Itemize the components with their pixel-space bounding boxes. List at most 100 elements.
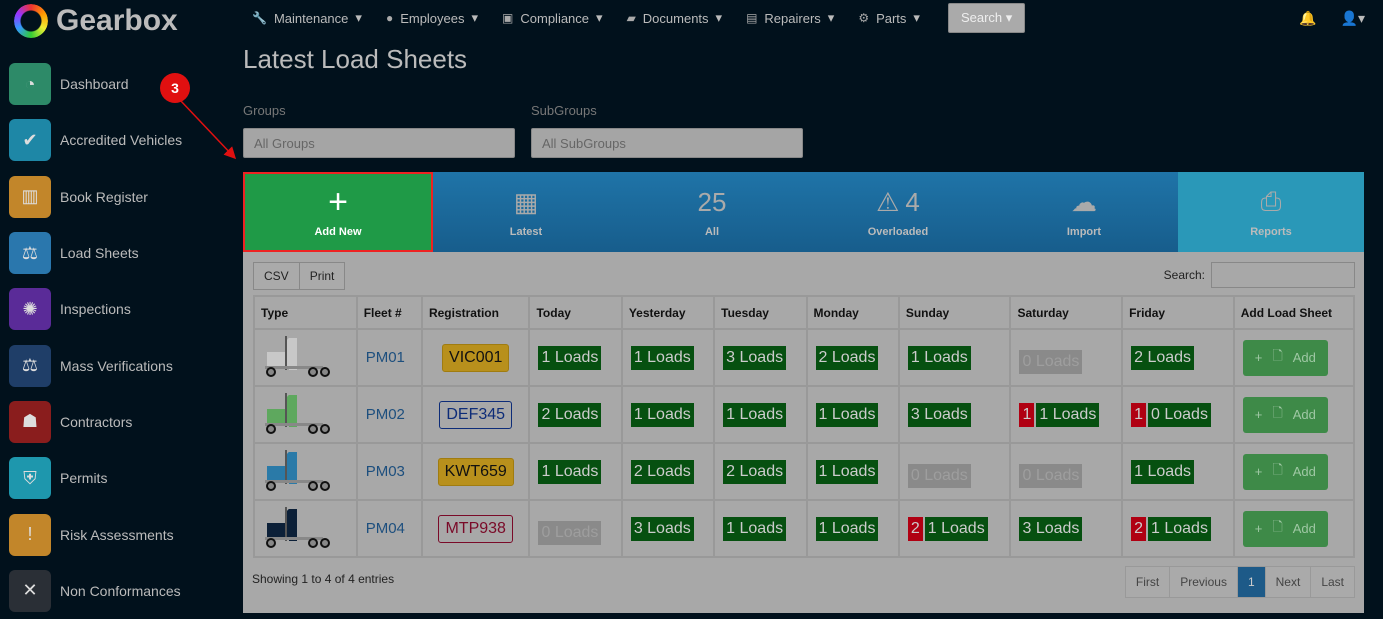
bell-icon[interactable]: 🔔 xyxy=(1299,10,1317,26)
sidebar-item-label: Accredited Vehicles xyxy=(60,132,183,149)
nav-compliance[interactable]: ▣ Compliance ▾ xyxy=(502,10,603,26)
column-header-add-load-sheet[interactable]: Add Load Sheet xyxy=(1232,295,1356,330)
groups-select[interactable]: All Groups xyxy=(243,128,515,158)
user-menu-icon[interactable]: 👤▾ xyxy=(1340,10,1365,26)
loads-badge[interactable]: 0 Loads xyxy=(1019,463,1083,488)
registration-plate[interactable]: KWT659 xyxy=(437,457,514,486)
loads-badge[interactable]: 1 Loads xyxy=(1148,516,1211,541)
sidebar-item-label: Non Conformances xyxy=(60,582,181,599)
sidebar-item-accredited-vehicles[interactable]: ✔ Accredited Vehicles xyxy=(9,112,239,168)
add-load-sheet-button[interactable]: + 🗋 Add xyxy=(1242,510,1328,547)
loads-badge[interactable]: 1 Loads xyxy=(907,345,971,370)
sidebar-item-mass-verifications[interactable]: ⚖ Mass Verifications xyxy=(9,337,239,393)
registration-plate[interactable]: DEF345 xyxy=(439,400,513,429)
loads-badge[interactable]: 2 Loads xyxy=(1131,345,1195,370)
sidebar-item-inspections[interactable]: ✺ Inspections xyxy=(9,281,239,337)
column-header-fleet-[interactable]: Fleet # xyxy=(355,295,423,330)
fleet-link[interactable]: PM02 xyxy=(365,406,405,423)
overloaded-badge[interactable]: 1 xyxy=(1131,402,1146,427)
loads-badge[interactable]: 1 Loads xyxy=(723,402,787,427)
subgroups-select[interactable]: All SubGroups xyxy=(531,128,803,158)
registration-plate[interactable]: VIC001 xyxy=(442,343,510,372)
import-tile[interactable]: ☁ Import xyxy=(1066,186,1102,239)
loads-badge[interactable]: 1 Loads xyxy=(1131,459,1195,484)
nav-parts[interactable]: ⚙ Parts ▾ xyxy=(858,10,920,26)
loads-badge[interactable]: 0 Loads xyxy=(538,520,602,545)
column-header-saturday[interactable]: Saturday xyxy=(1009,295,1124,330)
loads-badge[interactable]: 0 Loads xyxy=(907,463,971,488)
add-load-sheet-button[interactable]: + 🗋 Add xyxy=(1242,453,1328,490)
table-search-input[interactable] xyxy=(1211,262,1355,288)
gearbox-logo[interactable]: Gearbox xyxy=(14,4,178,38)
loads-badge[interactable]: 1 Loads xyxy=(723,516,787,541)
overloaded-badge[interactable]: 2 xyxy=(907,516,923,541)
loads-badge[interactable]: 1 Loads xyxy=(1036,402,1100,427)
loads-badge[interactable]: 1 Loads xyxy=(538,459,602,484)
logo-ring-icon xyxy=(14,4,48,38)
fleet-link[interactable]: PM04 xyxy=(365,520,405,537)
reports-tile[interactable]: ⎙ Reports xyxy=(1178,172,1364,252)
nav-documents[interactable]: ▰ Documents ▾ xyxy=(627,10,723,26)
loads-badge[interactable]: 1 Loads xyxy=(815,402,879,427)
loads-badge[interactable]: 1 Loads xyxy=(630,402,694,427)
loads-badge[interactable]: 1 Loads xyxy=(630,345,694,370)
nav-label: Maintenance xyxy=(273,10,349,26)
all-tile[interactable]: 25 All xyxy=(697,186,727,239)
registration-plate[interactable]: MTP938 xyxy=(438,514,513,543)
loads-badge[interactable]: 3 Loads xyxy=(907,402,971,427)
nav-repairers[interactable]: ▤ Repairers ▾ xyxy=(746,10,834,26)
loads-badge[interactable]: 1 Loads xyxy=(538,345,602,370)
fleet-link[interactable]: PM03 xyxy=(365,463,405,480)
latest-tile[interactable]: ▦ Latest xyxy=(509,186,543,239)
overloaded-tile[interactable]: ⚠ 4 Overloaded xyxy=(867,186,929,239)
add-load-sheet-button[interactable]: + 🗋 Add xyxy=(1242,339,1328,376)
column-header-monday[interactable]: Monday xyxy=(805,295,900,330)
sidebar-item-book-register[interactable]: ▥ Book Register xyxy=(9,169,239,225)
print-button[interactable]: Print xyxy=(299,262,346,290)
loads-badge[interactable]: 2 Loads xyxy=(538,402,602,427)
column-header-today[interactable]: Today xyxy=(528,295,623,330)
loads-badge[interactable]: 2 Loads xyxy=(723,459,787,484)
column-header-sunday[interactable]: Sunday xyxy=(897,295,1012,330)
pager-next[interactable]: Next xyxy=(1265,566,1312,598)
day-cell: 0 Loads xyxy=(1009,328,1124,387)
loads-badge[interactable]: 2 Loads xyxy=(630,459,694,484)
search-button[interactable]: Search ▾ xyxy=(947,3,1026,33)
loads-badge[interactable]: 2 Loads xyxy=(815,345,879,370)
fleet-link[interactable]: PM01 xyxy=(365,349,405,366)
pager-1[interactable]: 1 xyxy=(1237,566,1266,598)
add-new-button[interactable]: + Add New xyxy=(243,172,433,252)
overloaded-badge[interactable]: 1 xyxy=(1019,402,1035,427)
column-header-registration[interactable]: Registration xyxy=(420,295,531,330)
sidebar-item-non-conformances[interactable]: ✕ Non Conformances xyxy=(9,563,239,619)
csv-button[interactable]: CSV xyxy=(253,262,300,290)
sidebar-item-contractors[interactable]: ☗ Contractors xyxy=(9,394,239,450)
column-header-yesterday[interactable]: Yesterday xyxy=(620,295,716,330)
column-header-tuesday[interactable]: Tuesday xyxy=(713,295,808,330)
column-header-type[interactable]: Type xyxy=(253,295,358,330)
loads-badge[interactable]: 3 Loads xyxy=(723,345,787,370)
add-load-sheet-button[interactable]: + 🗋 Add xyxy=(1242,396,1328,433)
sidebar-item-permits[interactable]: ⛨ Permits xyxy=(9,450,239,506)
loads-badge[interactable]: 3 Loads xyxy=(630,516,694,541)
file-icon: 🗋 xyxy=(1272,347,1283,363)
column-header-friday[interactable]: Friday xyxy=(1121,295,1235,330)
pager-first[interactable]: First xyxy=(1124,566,1171,598)
sidebar-item-load-sheets[interactable]: ⚖ Load Sheets xyxy=(9,225,239,281)
day-cell: 1 Loads xyxy=(805,499,900,558)
pager-last[interactable]: Last xyxy=(1311,566,1355,598)
pager-previous[interactable]: Previous xyxy=(1170,566,1238,598)
nav-employees[interactable]: ● Employees ▾ xyxy=(386,10,478,26)
printer-icon: ⎙ xyxy=(1260,186,1282,216)
loads-badge[interactable]: 1 Loads xyxy=(815,516,879,541)
sidebar-item-dashboard[interactable]: ◔ Dashboard xyxy=(9,56,239,112)
loads-badge[interactable]: 1 Loads xyxy=(815,459,879,484)
day-cell: 2 Loads xyxy=(620,442,716,501)
loads-badge[interactable]: 0 Loads xyxy=(1019,349,1083,374)
nav-maintenance[interactable]: 🔧 Maintenance ▾ xyxy=(252,10,362,26)
overloaded-badge[interactable]: 2 xyxy=(1131,516,1146,541)
sidebar-item-risk-assessments[interactable]: ! Risk Assessments xyxy=(9,506,239,562)
loads-badge[interactable]: 0 Loads xyxy=(1148,402,1211,427)
loads-badge[interactable]: 1 Loads xyxy=(924,516,988,541)
loads-badge[interactable]: 3 Loads xyxy=(1019,516,1083,541)
